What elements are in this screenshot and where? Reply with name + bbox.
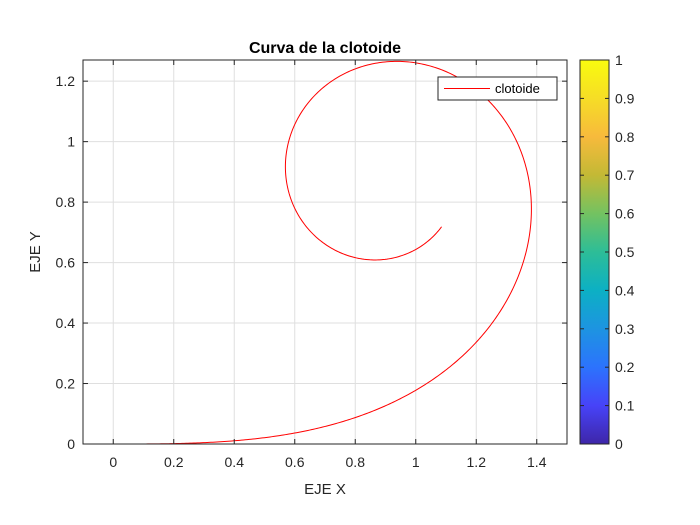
curve-layer [113,60,532,444]
y-tick-label: 0.4 [56,315,76,331]
y-axis-label: EJE Y [27,231,44,272]
y-tick-label: 0.6 [56,255,76,271]
colorbar-tick-label: 1 [615,52,623,68]
series-line-clotoide [113,60,532,444]
colorbar-tick-label: 0.4 [615,282,635,298]
colorbar-gradient [580,60,609,444]
x-axis-label: EJE X [304,481,346,498]
colorbar-tick-label: 0.8 [615,129,635,145]
grid [83,60,567,445]
colorbar-tick-label: 0 [615,436,623,452]
colorbar-tick-label: 0.6 [615,206,635,222]
x-tick-label: 1.4 [527,454,547,470]
plot-frame [82,59,568,445]
legend-box [437,76,558,101]
colorbar-tick-label: 0.3 [615,321,635,337]
x-tick-label: 0.6 [285,454,305,470]
x-tick-label: 1.2 [467,454,487,470]
colorbar-ticks: 0 0.1 0.2 0.3 0.4 0.5 0.6 0.7 0.8 0.9 1 [580,52,635,452]
colorbar-tick-label: 0.2 [615,359,635,375]
y-axis: 0 0.2 0.4 0.6 0.8 1 1.2 [56,73,567,452]
plot-area [83,60,567,444]
y-tick-label: 0.8 [56,194,76,210]
legend-label-clotoide: clotoide [495,81,540,96]
y-tick-label: 0.2 [56,376,76,392]
y-tick-label: 1.2 [56,73,76,89]
y-tick-label: 1 [67,134,75,150]
colorbar-tick-label: 0.7 [615,167,635,183]
x-tick-label: 0.4 [225,454,245,470]
colorbar-tick-label: 0.1 [615,398,635,414]
x-tick-label: 0 [109,454,117,470]
y-tick-label: 0 [67,436,75,452]
x-axis: 0 0.2 0.4 0.6 0.8 1 1.2 1.4 [109,60,547,470]
legend: clotoide [437,76,558,101]
x-tick-label: 0.8 [346,454,366,470]
colorbar: 0 0.1 0.2 0.3 0.4 0.5 0.6 0.7 0.8 0.9 1 [579,52,635,452]
chart-title: Curva de la clotoide [249,40,401,57]
x-tick-label: 1 [412,454,420,470]
x-tick-label: 0.2 [164,454,184,470]
colorbar-tick-label: 0.5 [615,244,635,260]
colorbar-tick-label: 0.9 [615,90,635,106]
